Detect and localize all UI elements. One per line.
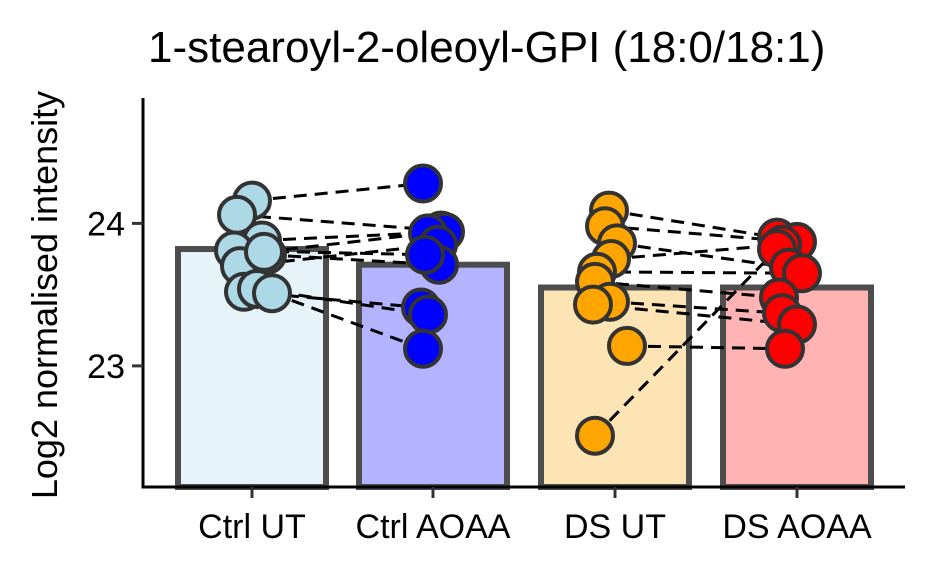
data-point	[403, 163, 443, 204]
pair-line	[616, 241, 790, 270]
chart-title: 1-stearoyl-2-oleoyl-GPI (18:0/18:1)	[148, 23, 825, 72]
data-point	[408, 294, 448, 335]
y-axis-label: Log2 normalised intensity	[24, 91, 65, 499]
data-point	[403, 328, 443, 369]
data-point	[405, 234, 445, 275]
data-point	[607, 325, 647, 366]
x-tick-label: Ctrl AOAA	[356, 508, 511, 546]
data-point	[765, 328, 805, 369]
pair-line	[263, 231, 429, 254]
x-tick-label: DS AOAA	[722, 508, 872, 546]
paired-lines-layer	[233, 182, 803, 437]
x-tick-label: Ctrl UT	[198, 508, 306, 546]
y-tick-label: 24	[87, 205, 125, 243]
pair-line	[271, 291, 424, 351]
pair-line	[266, 253, 440, 267]
pair-line	[610, 243, 783, 261]
pair-line	[596, 270, 803, 275]
pair-line	[608, 209, 778, 240]
pair-line	[592, 303, 798, 327]
data-point	[575, 415, 615, 456]
data-point	[252, 273, 292, 314]
pair-line	[236, 213, 442, 233]
pair-line	[609, 300, 783, 315]
pair-line	[604, 224, 798, 244]
points-layer	[214, 163, 822, 456]
pair-line	[626, 344, 786, 351]
x-tick-label: DS UT	[564, 508, 666, 546]
pair-line	[251, 182, 424, 203]
pair-line	[594, 280, 780, 299]
data-point	[573, 284, 613, 325]
pair-line	[593, 247, 779, 437]
data-point	[244, 231, 284, 272]
axes-layer: 23 24 Ctrl UT Ctrl AOAA DS UT DS AOAA	[87, 98, 905, 546]
y-tick-label: 23	[87, 348, 125, 386]
data-point	[782, 253, 822, 294]
